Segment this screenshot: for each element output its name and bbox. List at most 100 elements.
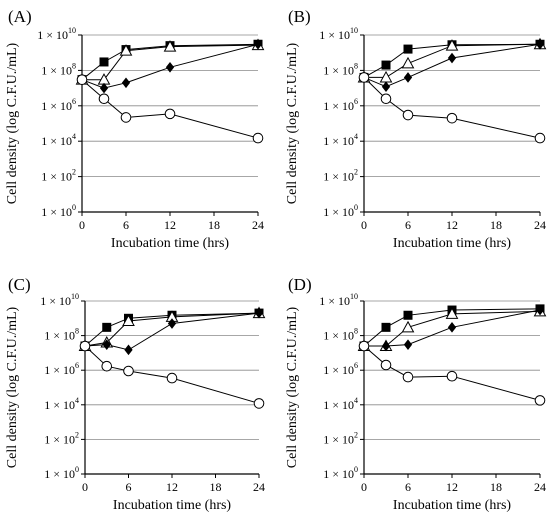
data-point-circle-open (402, 109, 414, 121)
data-point-diamond-filled (99, 82, 109, 94)
data-point-circle-open (446, 370, 458, 382)
y-tick-label: 1 × 102 (41, 168, 76, 184)
x-tick-label: 18 (490, 218, 502, 232)
x-axis-title: Incubation time (hrs) (393, 236, 512, 251)
data-point-diamond-filled (447, 322, 457, 333)
data-point-diamond-filled (121, 77, 131, 89)
panel-label: (A) (8, 7, 32, 26)
x-tick-label: 0 (79, 218, 85, 232)
data-point-square-filled (381, 60, 391, 70)
data-point-circle-open (252, 132, 264, 144)
data-point-circle-open (123, 365, 134, 377)
x-tick-label: 18 (490, 480, 502, 494)
x-tick-label: 24 (253, 480, 265, 494)
y-tick-label: 1 × 108 (323, 61, 358, 77)
panel-label: (D) (288, 275, 312, 294)
data-point-circle-open (120, 112, 132, 123)
x-tick-label: 12 (446, 218, 458, 232)
y-tick-label: 1 × 1010 (37, 26, 76, 42)
data-point-circle-open (402, 371, 414, 383)
data-point-circle-open (76, 74, 88, 85)
y-tick-label: 1 × 104 (323, 132, 358, 148)
data-point-diamond-filled (167, 318, 177, 329)
y-axis-title: Cell density (log C.F.U./mL) (285, 306, 300, 468)
x-axis-title: Incubation time (hrs) (111, 236, 230, 251)
data-point-square-filled (381, 322, 391, 332)
data-point-diamond-filled (381, 340, 391, 352)
x-axis-title: Incubation time (hrs) (393, 498, 512, 513)
panel-label: (C) (8, 275, 31, 294)
x-tick-label: 24 (252, 218, 264, 232)
data-point-triangle-open (445, 39, 459, 51)
data-point-triangle-open (445, 307, 459, 319)
y-tick-label: 1 × 100 (323, 465, 358, 481)
x-tick-label: 18 (208, 218, 220, 232)
data-point-circle-open (534, 395, 546, 406)
x-tick-label: 6 (123, 218, 129, 232)
data-point-diamond-filled (124, 344, 133, 356)
y-tick-label: 1 × 102 (44, 430, 79, 446)
data-point-diamond-filled (102, 339, 111, 350)
y-tick-label: 1 × 104 (44, 396, 79, 412)
data-point-diamond-filled (253, 38, 263, 50)
data-point-circle-open (358, 340, 370, 352)
data-point-circle-open (358, 72, 370, 83)
y-tick-label: 1 × 1010 (319, 26, 358, 42)
x-tick-label: 12 (446, 480, 458, 494)
y-tick-label: 1 × 106 (323, 361, 358, 377)
data-point-square-filled (403, 310, 413, 320)
data-point-triangle-open (119, 44, 133, 56)
data-point-circle-open (253, 398, 265, 409)
data-point-circle-open (380, 93, 392, 105)
x-tick-label: 0 (82, 480, 88, 494)
data-point-square-filled (102, 322, 112, 332)
y-tick-label: 1 × 100 (41, 203, 76, 219)
data-point-circle-open (446, 112, 458, 124)
y-tick-label: 1 × 100 (44, 465, 79, 481)
data-point-triangle-open (122, 314, 135, 326)
y-tick-label: 1 × 102 (323, 168, 358, 184)
y-tick-label: 1 × 106 (44, 361, 79, 377)
data-point-triangle-open (401, 320, 415, 333)
data-point-square-filled (99, 57, 109, 67)
data-point-circle-open (166, 372, 178, 384)
x-tick-label: 18 (210, 480, 222, 494)
y-axis-title: Cell density (log C.F.U./mL) (5, 42, 20, 204)
data-point-diamond-filled (535, 38, 545, 50)
x-tick-label: 24 (534, 218, 546, 232)
data-point-circle-open (101, 360, 113, 372)
y-tick-label: 1 × 1010 (319, 292, 358, 308)
y-tick-label: 1 × 102 (323, 430, 358, 446)
y-tick-label: 1 × 108 (323, 327, 358, 343)
y-tick-label: 1 × 104 (41, 132, 76, 148)
x-tick-label: 6 (126, 480, 132, 494)
data-point-circle-open (79, 340, 91, 352)
y-tick-label: 1 × 100 (323, 203, 358, 219)
chart-panel-3: (C) 1 × 100 1 × 102 1 × 104 1 × 106 1 × 108 1 … (5, 275, 266, 513)
y-tick-label: 1 × 104 (323, 396, 358, 412)
data-point-square-filled (403, 44, 413, 54)
data-point-diamond-filled (535, 304, 545, 316)
x-tick-label: 12 (166, 480, 178, 494)
y-axis-title: Cell density (log C.F.U./mL) (285, 42, 300, 204)
y-tick-label: 1 × 106 (41, 97, 76, 113)
data-point-diamond-filled (403, 339, 413, 350)
panel-label: (B) (288, 7, 311, 26)
x-tick-label: 0 (361, 218, 367, 232)
data-point-circle-open (164, 108, 176, 120)
chart-panel-2: (B) 1 × 100 1 × 102 1 × 104 1 × 106 1 × 108 1 … (285, 7, 547, 251)
y-tick-label: 1 × 108 (44, 327, 79, 343)
x-tick-label: 24 (534, 480, 546, 494)
data-point-triangle-open (97, 73, 111, 85)
data-point-triangle-open (401, 56, 415, 69)
x-tick-label: 6 (405, 480, 411, 494)
x-tick-label: 12 (164, 218, 176, 232)
data-point-diamond-filled (254, 307, 264, 319)
y-tick-label: 1 × 1010 (40, 292, 79, 308)
x-tick-label: 0 (361, 480, 367, 494)
data-point-diamond-filled (381, 81, 391, 93)
y-tick-label: 1 × 108 (41, 61, 76, 77)
data-point-circle-open (98, 93, 110, 105)
data-point-circle-open (534, 132, 546, 144)
series-line-circle-open (363, 77, 541, 139)
